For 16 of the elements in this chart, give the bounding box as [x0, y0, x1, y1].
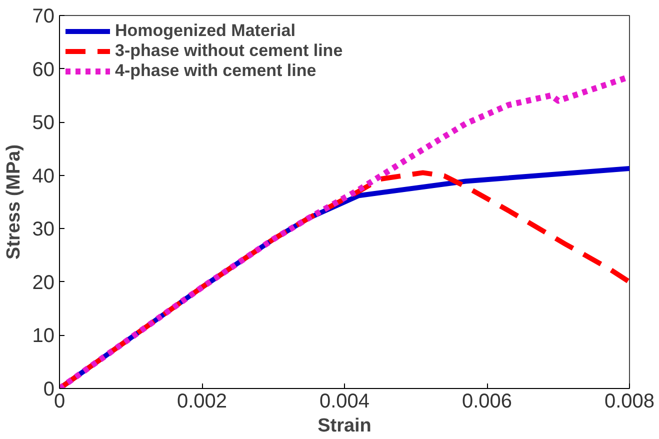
x-axis-title: Strain	[318, 416, 372, 436]
y-tick-label: 20	[32, 272, 55, 294]
y-axis-title: Stress (MPa)	[3, 144, 24, 260]
legend-label: 4-phase with cement line	[115, 61, 316, 81]
x-tick-label: 0.006	[462, 390, 512, 412]
y-tick-label: 50	[32, 112, 55, 134]
y-tick-label: 40	[32, 165, 55, 188]
y-tick-label: 30	[32, 218, 55, 241]
x-tick-label: 0.008	[604, 390, 655, 412]
x-tick-label: 0.004	[319, 390, 370, 412]
y-tick-label: 60	[32, 58, 55, 81]
y-tick-label: 70	[32, 6, 55, 28]
x-tick-label: 0.002	[176, 390, 228, 412]
y-tick-label: 10	[32, 325, 55, 348]
legend-label: Homogenized Material	[115, 21, 296, 41]
legend-label: 3-phase without cement line	[115, 41, 343, 61]
